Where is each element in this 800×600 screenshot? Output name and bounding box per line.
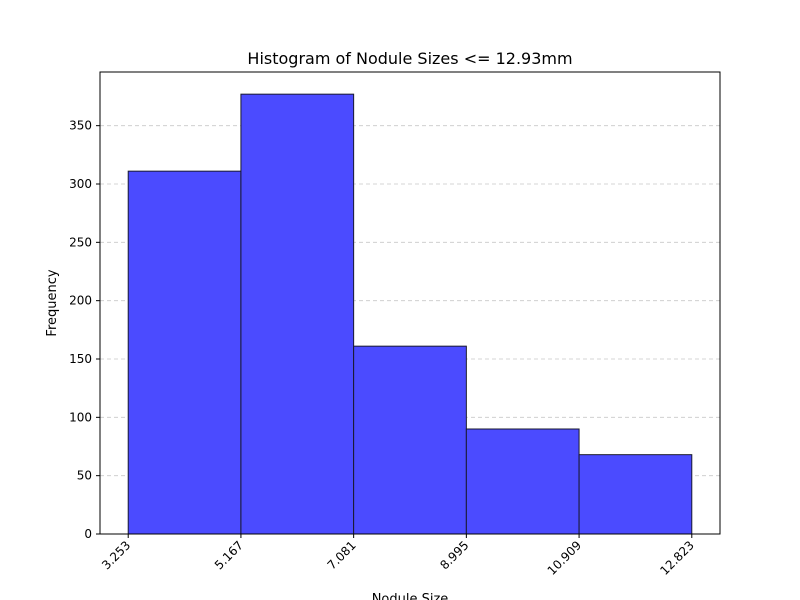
y-tick-label: 200	[69, 294, 92, 308]
histogram-bar	[127, 170, 242, 535]
y-tick-label: 300	[69, 177, 92, 191]
x-tick-label: 3.253	[99, 538, 133, 572]
x-tick-label: 10.909	[545, 538, 585, 578]
y-axis-ticks: 0 50 100 150 200 250 300 350	[69, 119, 100, 541]
x-tick-label: 7.081	[325, 538, 359, 572]
histogram-bar	[465, 428, 580, 535]
y-axis-label: Frequency	[45, 269, 60, 336]
y-tick-label: 250	[69, 235, 92, 249]
chart-title: Histogram of Nodule Sizes <= 12.93mm	[247, 49, 572, 68]
y-tick-label: 50	[77, 469, 92, 483]
x-axis-label: Nodule Size	[372, 592, 449, 600]
histogram-bar	[353, 345, 467, 535]
histogram-bar	[240, 93, 355, 535]
y-tick-label: 0	[84, 527, 92, 541]
y-tick-label: 350	[69, 119, 92, 133]
x-tick-label: 12.823	[657, 538, 697, 578]
y-tick-label: 100	[69, 410, 92, 424]
plot-frame	[99, 71, 721, 535]
x-tick-label: 8.995	[437, 538, 471, 572]
y-tick-label: 150	[69, 352, 92, 366]
histogram-bars	[127, 93, 693, 535]
x-axis-ticks: 3.253 5.167 7.081 8.995 10.909 12.823	[99, 534, 697, 578]
histogram-bar	[578, 454, 693, 535]
x-tick-label: 5.167	[212, 538, 246, 572]
